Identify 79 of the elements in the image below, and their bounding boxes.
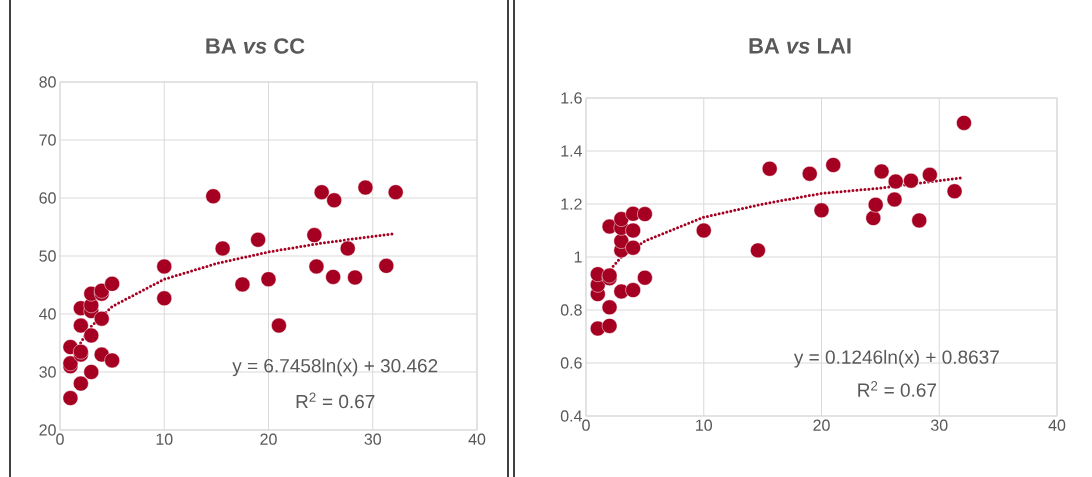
point <box>625 282 641 298</box>
x-tick-label: 20 <box>260 433 277 445</box>
point <box>886 191 903 208</box>
y-tick-label: 50 <box>39 250 56 262</box>
point <box>357 179 374 196</box>
point <box>205 188 221 205</box>
x-tick-label: 40 <box>468 433 486 445</box>
point <box>865 210 882 226</box>
point <box>887 173 904 190</box>
point <box>214 240 231 257</box>
point <box>613 211 630 227</box>
point <box>625 239 641 256</box>
point <box>326 192 342 209</box>
point <box>696 222 712 239</box>
point <box>104 276 120 292</box>
point <box>104 352 120 369</box>
x-tick-label: 10 <box>156 433 173 445</box>
annotation: y = 6.7458ln(x) + 30.462 <box>232 358 438 377</box>
point <box>378 258 395 274</box>
point <box>813 202 830 219</box>
point <box>761 161 778 177</box>
chart-title: BA vs LAI <box>749 38 851 54</box>
point <box>250 232 266 248</box>
point <box>93 310 110 327</box>
y-tick-label: 1.4 <box>561 145 582 157</box>
point <box>601 299 618 316</box>
point <box>873 163 890 180</box>
point <box>306 227 323 243</box>
y-tick-label: 1.6 <box>561 92 582 104</box>
point <box>325 269 341 285</box>
x-tick-label: 0 <box>582 419 590 431</box>
y-tick-label: 0.4 <box>560 410 582 422</box>
point <box>271 317 287 334</box>
point <box>73 375 89 392</box>
point <box>347 269 363 286</box>
point <box>260 271 277 287</box>
y-tick-label: 60 <box>39 192 56 204</box>
point <box>956 115 972 131</box>
y-tick-label: 1.2 <box>561 198 582 210</box>
point <box>903 172 919 189</box>
point <box>234 276 251 293</box>
point <box>83 364 100 380</box>
y-tick-label: 0.6 <box>560 357 582 369</box>
point <box>308 258 325 275</box>
point <box>801 166 818 182</box>
y-tick-label: 30 <box>39 366 56 378</box>
annotation: R$^{2}$ = 0.67 <box>858 381 937 397</box>
point <box>156 290 172 307</box>
point <box>750 242 766 259</box>
point <box>911 212 927 229</box>
y-tick-label: 80 <box>39 76 56 88</box>
x-tick-label: 20 <box>813 419 830 431</box>
point <box>867 197 884 213</box>
x-tick-label: 10 <box>696 419 713 431</box>
point <box>637 269 653 286</box>
point <box>83 327 100 344</box>
y-tick-label: 0.8 <box>560 304 582 316</box>
y-tick-label: 40 <box>39 308 56 320</box>
x-tick-label: 30 <box>930 419 948 431</box>
x-tick-label: 0 <box>56 433 64 445</box>
point <box>62 390 79 406</box>
point <box>825 157 842 173</box>
x-tick-label: 40 <box>1048 419 1066 431</box>
point <box>313 184 330 200</box>
point <box>625 222 641 239</box>
annotation: y = 0.1246ln(x) + 0.8637 <box>793 349 999 368</box>
point <box>946 183 963 200</box>
y-tick-label: 70 <box>39 134 56 146</box>
point <box>601 318 618 334</box>
point <box>73 317 89 334</box>
y-tick-label: 1 <box>574 251 582 263</box>
point <box>922 167 938 183</box>
point <box>387 184 404 200</box>
chart-title: BA vs CC <box>206 38 305 54</box>
point <box>637 206 653 222</box>
point <box>156 258 172 275</box>
x-tick-label: 30 <box>364 433 382 445</box>
point <box>339 240 356 257</box>
annotation: R$^{2}$ = 0.67 <box>296 392 375 409</box>
